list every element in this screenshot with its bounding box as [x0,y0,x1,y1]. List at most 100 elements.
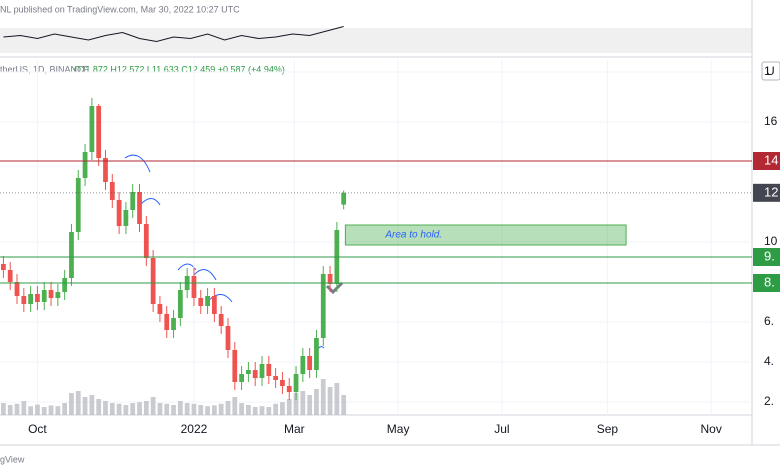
check-mark [325,281,344,295]
candle-body [327,274,333,284]
volume-bar [225,401,231,415]
volume-bar [21,401,27,415]
x-tick-label: Jul [494,422,509,436]
candle-body [171,318,176,330]
volume-bar [48,405,54,415]
candle-body [109,182,115,200]
candle-body [198,298,204,306]
x-tick-label: Sep [597,422,619,436]
level-label: 12 [764,184,778,199]
arrow-arc [208,294,233,303]
volume-bar [252,407,258,415]
candle-body [252,370,258,378]
volume-bar [327,387,333,415]
volume-bar [150,397,156,415]
volume-bar [7,405,13,415]
candle-body [62,278,68,292]
volume-bar [89,395,95,415]
y-tick-label: 1 [764,64,771,78]
y-tick-label: 4. [764,354,774,368]
candle-body [150,258,156,304]
arrow-arc [124,154,151,173]
y-tick-label: 10 [764,234,778,248]
candle-body [21,296,27,304]
candle-body [259,364,265,378]
volume-bar [1,403,6,415]
x-tick-label: 2022 [181,422,208,436]
candle-body [307,356,313,370]
candle-body [218,314,224,326]
ohlc: O11.872 H12.572 L11.633 C12.459 +0.587 (… [74,64,285,74]
x-tick-label: Nov [700,422,721,436]
currency: U [766,64,775,78]
volume-bar [259,406,265,415]
candle-body [286,386,292,392]
volume-bar [96,399,102,415]
x-tick-label: Mar [284,422,305,436]
volume-bar [246,405,251,415]
volume-bar [341,395,347,415]
candle-body [273,376,279,380]
candle-body [28,294,34,304]
zone [344,224,627,246]
volume-bar [137,402,142,415]
candle-body [130,192,136,210]
candle-body [341,192,347,205]
candle-body [41,290,47,302]
volume-bar [198,405,204,415]
candle-body [89,106,95,152]
volume-bar [75,391,81,415]
volume-bar [239,403,244,415]
candle-body [239,374,244,382]
arrow-arc [139,198,161,206]
candle-body [266,364,272,376]
candle-body [143,224,149,258]
candle-body [246,370,251,374]
volume-bar [41,407,47,415]
volume-bar [69,393,74,415]
zone-label: Area to hold. [384,230,442,241]
candle-body [7,270,13,282]
volume-bar [157,403,163,415]
x-tick-label: May [387,422,410,436]
volume-bar [143,401,149,415]
candle-body [82,152,88,178]
candle-body [48,290,54,298]
watermark: gView [0,454,25,464]
candle-body [225,326,231,350]
candle-body [280,380,285,386]
volume-bar [307,395,313,415]
candle-body [116,200,122,226]
candle-body [103,158,108,182]
volume-bar [280,402,285,415]
candle-body [123,210,129,226]
symbol: therUS, 1D, BINANCE [0,64,90,74]
candle-body [314,338,319,370]
level-label: 8. [764,274,775,289]
candle-body [1,264,6,270]
volume-bar [286,399,292,415]
level-label-box [753,183,780,202]
volume-bar [273,403,279,415]
level-label: 14 [764,152,778,167]
candle-body [75,178,81,232]
candle-body [205,296,210,306]
candle-body [293,374,299,392]
volume-bar [55,406,61,415]
volume-bar [177,401,183,415]
volume-bar [314,389,319,415]
x-tick-label: Oct [28,422,47,436]
candle-body [96,106,102,158]
indicator-band [0,28,752,53]
arrow-arc [193,269,217,281]
y-tick-label: 16 [764,114,778,128]
header: NL published on TradingView.com, Mar 30,… [0,4,240,14]
candle-body [55,292,61,298]
level-label-box [753,248,780,266]
candle-body [69,232,74,278]
volume-bar [82,397,88,415]
volume-bar [103,401,108,415]
candle-body [164,314,170,330]
volume-bar [184,403,190,415]
